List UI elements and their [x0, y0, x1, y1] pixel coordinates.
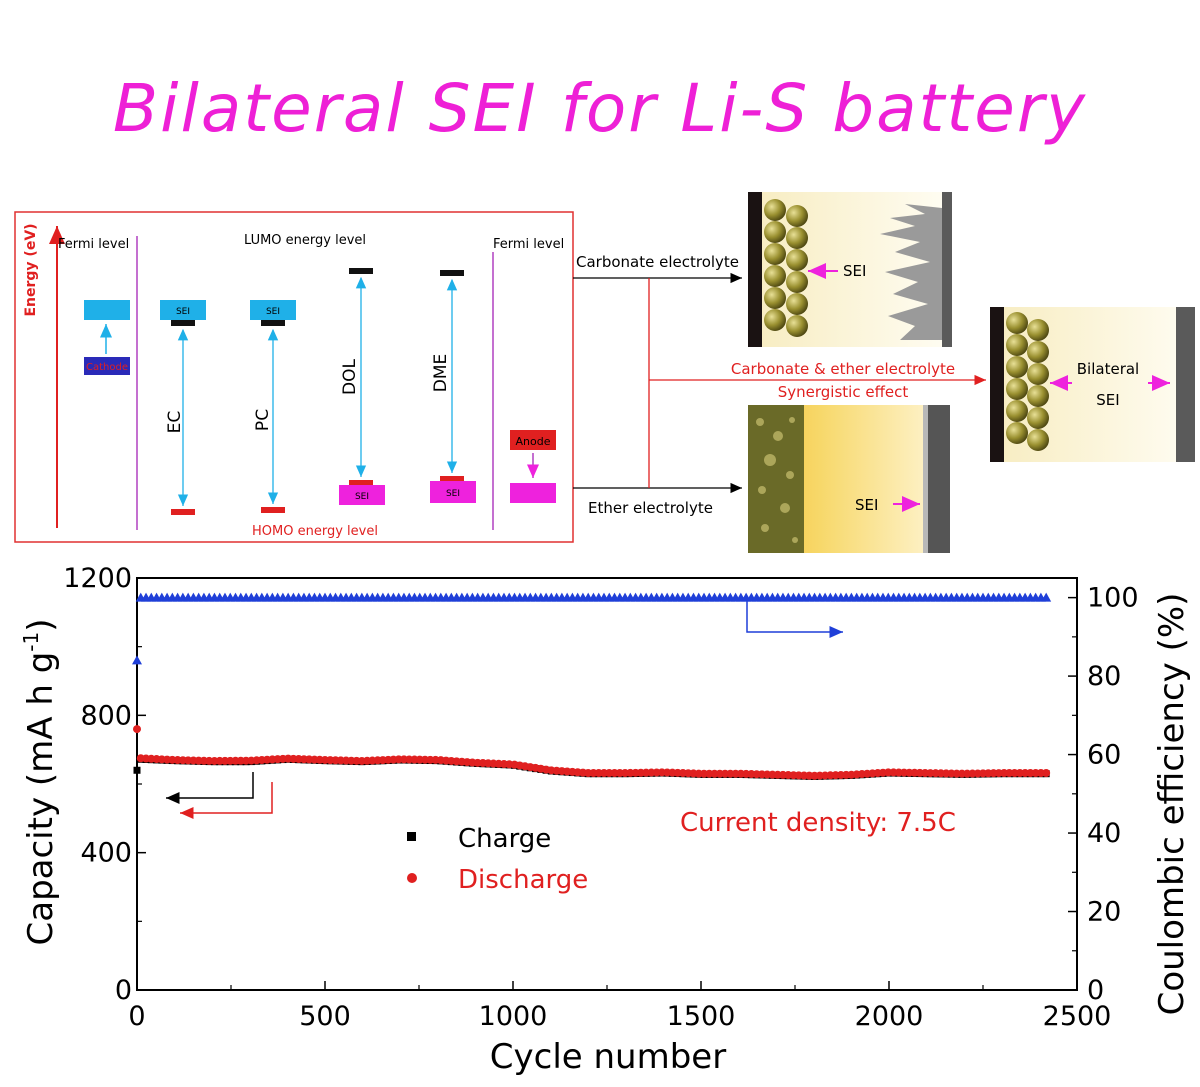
cycling-chart: 0 500 1000 1500 2000 250004008001200020406080…	[19, 563, 1192, 1077]
pc-lumo	[261, 320, 285, 326]
ec-homo	[171, 509, 195, 515]
dme-sei-label: SEI	[446, 489, 460, 499]
legend-charge-marker	[407, 832, 416, 841]
efficiency-axis-arrow	[746, 600, 843, 638]
bilateral-label: Bilateral	[1077, 360, 1139, 378]
y-right-tick-label: 100	[1087, 583, 1139, 614]
dol-sei-label: SEI	[355, 492, 369, 502]
y-axis-left-label: Capacity (mA h g-1)	[19, 619, 61, 946]
chart-ticks: 0 500 1000 1500 2000 250004008001200020406080…	[63, 563, 1138, 1032]
schematic-diagram: Energy (eV) Fermi level LUMO energy leve…	[14, 192, 1195, 553]
x-tick-label: 2500	[1043, 1001, 1112, 1032]
x-tick-label: 1000	[479, 1001, 548, 1032]
y-right-tick-label: 20	[1087, 897, 1121, 928]
carbonate-sei-label: SEI	[843, 262, 866, 280]
legend-charge-label: Charge	[458, 824, 551, 854]
y-axis-right-label: Coulombic efficiency (%)	[1152, 593, 1192, 1016]
page-title: Bilateral SEI for Li-S battery	[112, 70, 1088, 147]
pc-label: PC	[253, 409, 273, 431]
bilateral-cell: Bilateral SEI	[990, 307, 1195, 462]
ether-sei-label: SEI	[855, 496, 878, 514]
discharge-point	[1042, 769, 1051, 778]
lumo-label: LUMO energy level	[244, 233, 366, 248]
chart-frame	[136, 577, 1078, 991]
ec-sei-label: SEI	[176, 307, 190, 317]
ether-cell: SEI	[748, 405, 950, 553]
x-tick-label: 2000	[855, 1001, 924, 1032]
dol-sei-box	[339, 485, 385, 505]
dme-label: DME	[431, 354, 451, 393]
discharge-axis-arrow	[180, 782, 273, 819]
ec-sei-box	[160, 300, 206, 320]
pc-homo	[261, 507, 285, 513]
bilateral-sulfur-particles	[1006, 312, 1049, 451]
legend-discharge-marker	[407, 873, 417, 883]
fermi-level-left: Fermi level	[58, 237, 129, 252]
y-right-tick-label: 0	[1087, 975, 1104, 1006]
axis-indicator-arrows	[166, 600, 843, 819]
anode-box	[510, 430, 556, 450]
dol-homo	[349, 480, 373, 485]
x-axis-label: Cycle number	[490, 1037, 726, 1077]
fermi-level-right: Fermi level	[493, 237, 564, 252]
anode-level	[510, 483, 556, 503]
homo-label: HOMO energy level	[252, 524, 378, 539]
y-right-tick-label: 80	[1087, 661, 1121, 692]
energy-diagram-frame	[14, 211, 574, 543]
y-right-tick-label: 40	[1087, 818, 1121, 849]
dol-label: DOL	[340, 359, 360, 395]
x-tick-label: 500	[299, 1001, 351, 1032]
pc-sei-box	[250, 300, 296, 320]
cathode-label: Cathode	[86, 362, 128, 373]
dme-lumo	[440, 270, 464, 276]
current-density-annotation: Current density: 7.5C	[680, 808, 956, 838]
dme-sei-box	[430, 481, 476, 503]
carbonate-electrolyte-label: Carbonate electrolyte	[576, 253, 739, 271]
x-tick-label: 0	[128, 1001, 145, 1032]
series-coulombic-efficiency	[132, 592, 1052, 665]
cathode-level	[84, 300, 130, 320]
series-discharge	[133, 725, 1051, 780]
bilateral-sei-label: SEI	[1096, 391, 1119, 409]
charge-axis-arrow	[166, 772, 254, 804]
lithium-dendrites	[880, 204, 942, 340]
dme-homo	[440, 476, 464, 481]
dol-lumo	[349, 268, 373, 274]
ec-label: EC	[165, 411, 185, 434]
discharge-point	[133, 725, 141, 734]
charge-point	[133, 766, 141, 774]
ether-cathode-texture	[756, 417, 798, 543]
ether-electrolyte-label: Ether electrolyte	[588, 499, 713, 517]
combo-electrolyte-label: Carbonate & ether electrolyte	[731, 360, 955, 378]
y-left-tick-label: 0	[115, 975, 132, 1006]
plot-border	[136, 577, 1078, 991]
energy-axis-label: Energy (eV)	[23, 223, 39, 316]
y-left-tick-label: 400	[80, 838, 132, 869]
efficiency-point	[1041, 592, 1052, 602]
carbonate-sulfur-particles	[764, 199, 808, 337]
y-left-tick-label: 1200	[63, 563, 132, 594]
x-tick-label: 1500	[667, 1001, 736, 1032]
cathode-box	[84, 357, 130, 375]
ec-lumo	[171, 320, 195, 326]
anode-label: Anode	[516, 435, 551, 448]
carbonate-cell: SEI	[748, 192, 952, 347]
legend-discharge-label: Discharge	[458, 865, 588, 895]
pc-sei-label: SEI	[266, 307, 280, 317]
y-right-tick-label: 60	[1087, 740, 1121, 771]
chart-points	[132, 592, 1052, 780]
legend: Charge Discharge	[407, 824, 588, 895]
synergy-label: Synergistic effect	[778, 383, 909, 401]
efficiency-point	[132, 655, 142, 665]
y-left-tick-label: 800	[80, 700, 132, 731]
